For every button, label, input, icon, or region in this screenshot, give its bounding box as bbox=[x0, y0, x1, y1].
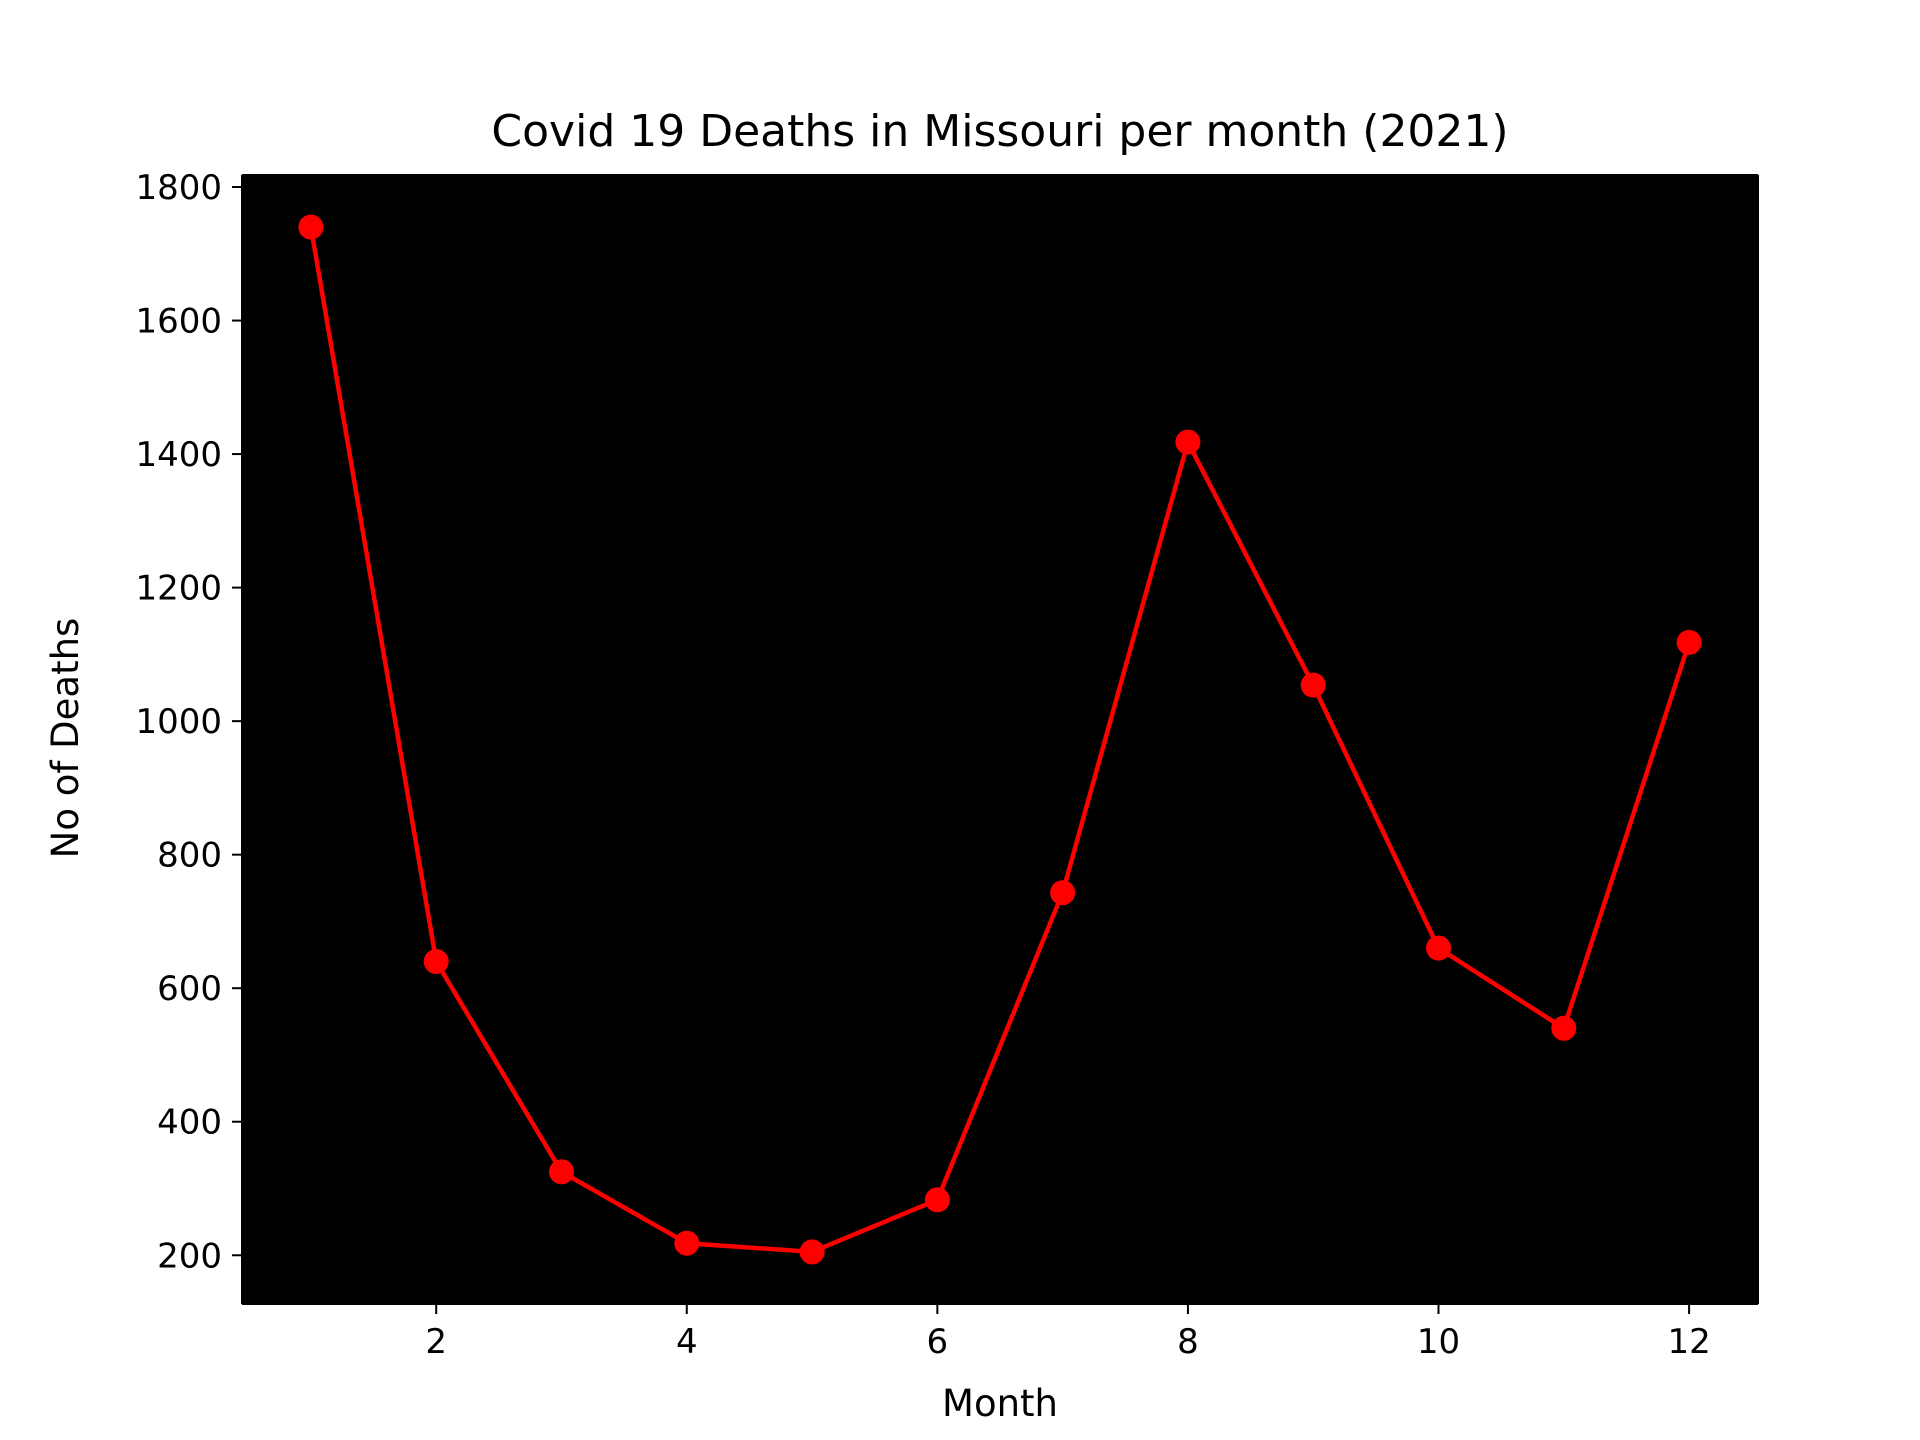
x-tick-label-8: 8 bbox=[1177, 1322, 1199, 1362]
data-point-8 bbox=[1175, 429, 1201, 455]
y-tick-label-600: 600 bbox=[157, 969, 222, 1009]
data-point-11 bbox=[1551, 1015, 1577, 1041]
y-tick-label-1800: 1800 bbox=[135, 168, 222, 208]
x-tick-label-12: 12 bbox=[1667, 1322, 1710, 1362]
y-tick-label-800: 800 bbox=[157, 836, 222, 876]
series-layer bbox=[298, 214, 1702, 1265]
y-axis-label: No of Deaths bbox=[44, 618, 87, 859]
data-point-1 bbox=[298, 214, 324, 240]
data-point-5 bbox=[799, 1239, 825, 1265]
x-tick-label-6: 6 bbox=[927, 1322, 949, 1362]
axes: 2 4 6 8 10 12 200 400 600 800 1000 1200 1400 1600 1800 bbox=[135, 168, 1759, 1362]
y-tick-label-1000: 1000 bbox=[135, 702, 222, 742]
data-point-7 bbox=[1050, 880, 1076, 906]
y-tick-label-1600: 1600 bbox=[135, 302, 222, 342]
x-tick-label-10: 10 bbox=[1417, 1322, 1460, 1362]
x-tick-label-2: 2 bbox=[425, 1322, 447, 1362]
y-tick-label-200: 200 bbox=[157, 1236, 222, 1276]
x-tick-label-4: 4 bbox=[676, 1322, 698, 1362]
data-point-9 bbox=[1300, 672, 1326, 698]
data-point-3 bbox=[549, 1159, 574, 1185]
y-tick-label-400: 400 bbox=[157, 1103, 222, 1143]
series-line-0 bbox=[308, 224, 1692, 1255]
data-point-2 bbox=[423, 949, 449, 974]
data-point-4 bbox=[674, 1230, 700, 1256]
y-tick-label-1400: 1400 bbox=[135, 435, 222, 475]
y-tick-label-1200: 1200 bbox=[135, 569, 222, 609]
chart-title: Covid 19 Deaths in Missouri per month (2… bbox=[491, 106, 1508, 157]
data-point-6 bbox=[924, 1187, 950, 1213]
data-point-12 bbox=[1676, 629, 1702, 655]
x-axis-label: Month bbox=[942, 1382, 1058, 1425]
plot-area bbox=[242, 175, 1758, 1304]
data-point-10 bbox=[1426, 935, 1451, 961]
